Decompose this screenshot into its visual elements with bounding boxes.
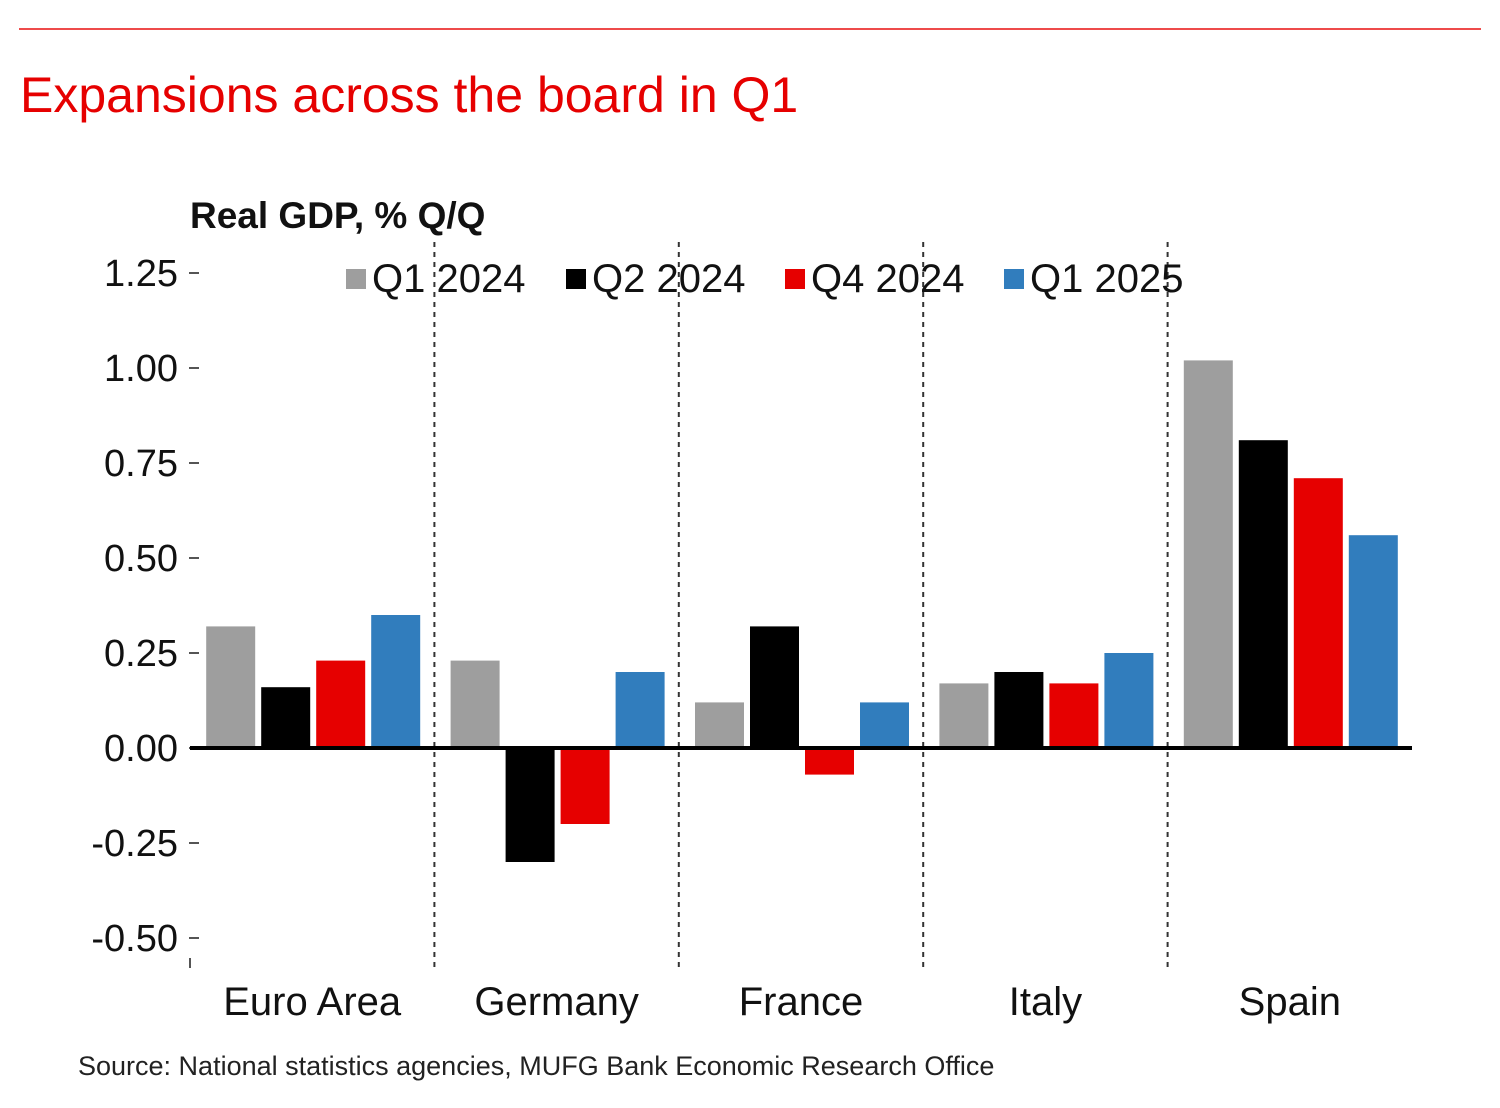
y-tick-label: 1.00 bbox=[104, 348, 178, 390]
y-tick-label: 1.25 bbox=[104, 253, 178, 295]
top-rule bbox=[19, 28, 1481, 30]
bar-germany-q1-2025 bbox=[615, 672, 665, 748]
x-axis-labels: Euro Area Germany France Italy Spain bbox=[223, 980, 1341, 1024]
bar-germany-q1-2024 bbox=[450, 660, 500, 748]
bar-france-q1-2024 bbox=[695, 702, 744, 748]
bar-france-q1-2025 bbox=[860, 702, 909, 748]
source-note: Source: National statistics agencies, MU… bbox=[78, 1051, 995, 1081]
x-tick-label: Spain bbox=[1239, 980, 1341, 1024]
bar-france-q2-2024 bbox=[750, 626, 799, 748]
bar-spain-q1-2024 bbox=[1183, 360, 1233, 748]
bars bbox=[206, 360, 1398, 862]
legend-label: Q2 2024 bbox=[592, 257, 745, 301]
bar-euro-area-q1-2025 bbox=[371, 615, 421, 748]
legend-swatch bbox=[346, 269, 366, 289]
y-tick-label: 0.50 bbox=[104, 538, 178, 580]
legend: Q1 2024 Q2 2024 Q4 2024 Q1 2025 bbox=[346, 257, 1183, 301]
y-tick-label: 0.00 bbox=[104, 728, 178, 770]
bar-spain-q1-2025 bbox=[1348, 535, 1398, 748]
x-tick-label: Euro Area bbox=[223, 980, 402, 1024]
bar-italy-q1-2024 bbox=[939, 683, 989, 748]
legend-swatch bbox=[566, 269, 586, 289]
y-tick-label: 0.25 bbox=[104, 633, 178, 675]
x-tick-label: Germany bbox=[474, 980, 639, 1024]
bar-italy-q1-2025 bbox=[1104, 653, 1154, 748]
bar-spain-q2-2024 bbox=[1238, 440, 1288, 748]
legend-swatch bbox=[785, 269, 805, 289]
bar-italy-q4-2024 bbox=[1049, 683, 1099, 748]
y-tick-label: -0.25 bbox=[91, 823, 178, 865]
legend-swatch bbox=[1004, 269, 1024, 289]
bar-germany-q4-2024 bbox=[560, 748, 610, 824]
bar-spain-q4-2024 bbox=[1293, 478, 1343, 748]
bar-euro-area-q4-2024 bbox=[316, 660, 366, 748]
y-axis-label: Real GDP, % Q/Q bbox=[190, 195, 485, 236]
bar-france-q4-2024 bbox=[805, 748, 854, 775]
bar-euro-area-q1-2024 bbox=[206, 626, 256, 748]
legend-label: Q1 2025 bbox=[1030, 257, 1183, 301]
x-tick-label: Italy bbox=[1009, 980, 1082, 1024]
legend-label: Q4 2024 bbox=[811, 257, 964, 301]
y-tick-label: 0.75 bbox=[104, 443, 178, 485]
bar-italy-q2-2024 bbox=[994, 672, 1044, 748]
y-axis: -0.50 -0.25 0.00 0.25 0.50 0.75 1.00 1.25 bbox=[91, 253, 199, 968]
bar-euro-area-q2-2024 bbox=[261, 687, 311, 748]
x-tick-label: France bbox=[739, 980, 864, 1024]
bar-germany-q2-2024 bbox=[505, 748, 555, 862]
y-tick-label: -0.50 bbox=[91, 918, 178, 960]
chart-title: Expansions across the board in Q1 bbox=[20, 67, 799, 123]
category-separators bbox=[433, 242, 1169, 968]
legend-label: Q1 2024 bbox=[372, 257, 525, 301]
